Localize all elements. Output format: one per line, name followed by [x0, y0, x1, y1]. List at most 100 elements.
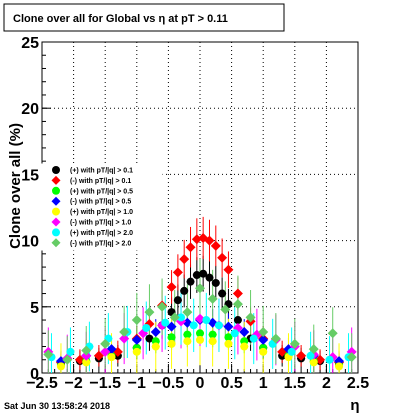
data-point: [245, 312, 256, 323]
data-point: [233, 316, 242, 325]
data-point: [196, 329, 204, 338]
data-point: [346, 352, 357, 363]
y-tick-label: 15: [21, 167, 39, 184]
legend-label: (-) with pT/|q| > 0.1: [70, 178, 131, 185]
data-point: [56, 362, 65, 371]
legend-marker: [52, 207, 60, 216]
data-point: [210, 240, 221, 251]
data-point: [132, 347, 141, 356]
tick-labels: −2.5 −2 −1.5 −1 −0.5 0 0.5 1 1.5 2 2.5 0 5 10 15 20 25: [21, 35, 369, 392]
x-tick-label: −1: [128, 375, 146, 392]
data-point: [192, 271, 201, 280]
data-point: [107, 353, 116, 362]
data-point: [211, 278, 220, 287]
data-point: [145, 334, 154, 343]
data-point: [208, 337, 217, 346]
y-tick-label: 25: [21, 35, 39, 52]
data-point: [195, 283, 205, 294]
data-point: [230, 329, 239, 338]
data-point: [232, 299, 243, 310]
legend-marker: [51, 175, 61, 185]
data-point: [223, 264, 234, 275]
x-tick-label: 0: [196, 375, 205, 392]
data-point: [214, 321, 223, 330]
legend-label: (-) with pT/|q| > 2.0: [70, 240, 131, 247]
data-point: [100, 338, 111, 349]
timestamp: Sat Jun 30 13:58:24 2018: [4, 401, 110, 411]
data-point: [258, 326, 269, 337]
legend-label: (-) with pT/|q| > 0.5: [70, 199, 131, 206]
data-point: [43, 349, 54, 360]
x-tick-label: −0.5: [153, 375, 185, 392]
data-point: [166, 281, 177, 292]
data-point: [325, 355, 334, 364]
data-point: [258, 334, 269, 345]
data-point: [183, 330, 192, 339]
x-tick-label: −2: [64, 375, 82, 392]
data-point: [180, 286, 189, 295]
data-point: [167, 339, 176, 348]
legend-box: [41, 163, 163, 251]
x-tick-label: 2: [322, 375, 331, 392]
data-point: [270, 333, 281, 344]
data-point: [172, 267, 183, 278]
data-point: [207, 293, 218, 304]
data-point: [161, 318, 170, 327]
data-point: [205, 273, 214, 282]
y-tick-label: 5: [30, 300, 39, 317]
y-tick-label: 0: [30, 366, 39, 383]
data-point: [169, 312, 180, 323]
data-point: [100, 346, 111, 357]
data-point: [81, 350, 92, 361]
data-point: [119, 326, 130, 337]
x-tick-label: 0.5: [220, 375, 242, 392]
data-point: [185, 242, 196, 253]
legend-label: (+) with pT/|q| > 0.5: [70, 188, 133, 195]
chart-title: Clone over all for Global vs η at pT > 0…: [13, 13, 228, 25]
data-point: [186, 277, 195, 286]
data-point: [232, 288, 243, 299]
data-point: [239, 326, 250, 337]
data-point: [157, 301, 168, 312]
data-markers: [43, 232, 357, 371]
data-point: [167, 333, 176, 342]
data-point: [182, 307, 193, 318]
x-tick-label: −2.5: [26, 375, 58, 392]
data-point: [189, 321, 198, 330]
data-point: [218, 289, 227, 298]
x-tick-label: −1.5: [89, 375, 121, 392]
legend-marker: [52, 186, 60, 195]
data-point: [150, 326, 161, 337]
data-point: [173, 296, 182, 305]
legend-label: (-) with pT/|q| > 1.0: [70, 220, 131, 227]
data-point: [204, 235, 215, 246]
data-point: [62, 354, 73, 365]
legend-label: (+) with pT/|q| > 2.0: [70, 230, 133, 237]
x-tick-label: 1: [259, 375, 268, 392]
x-axis-title: η: [350, 397, 359, 414]
data-point: [335, 362, 344, 371]
data-point: [142, 323, 151, 332]
data-point: [223, 321, 234, 332]
y-tick-label: 10: [21, 234, 39, 251]
legend-label: (+) with pT/|q| > 1.0: [70, 209, 133, 216]
data-point: [66, 347, 75, 356]
data-point: [249, 334, 258, 343]
data-point: [177, 313, 186, 322]
data-point: [224, 339, 233, 348]
legend-label: (+) with pT/|q| > 0.1: [70, 168, 133, 175]
data-point: [131, 315, 142, 326]
data-point: [208, 330, 217, 339]
data-point: [220, 304, 231, 315]
data-point: [327, 328, 338, 339]
data-point: [183, 337, 192, 346]
data-point: [287, 347, 296, 356]
legend-marker: [51, 238, 61, 248]
legend-marker: [51, 217, 61, 227]
data-point: [259, 347, 268, 356]
data-point: [196, 335, 204, 344]
legend-marker: [51, 196, 61, 206]
data-point: [296, 350, 307, 361]
